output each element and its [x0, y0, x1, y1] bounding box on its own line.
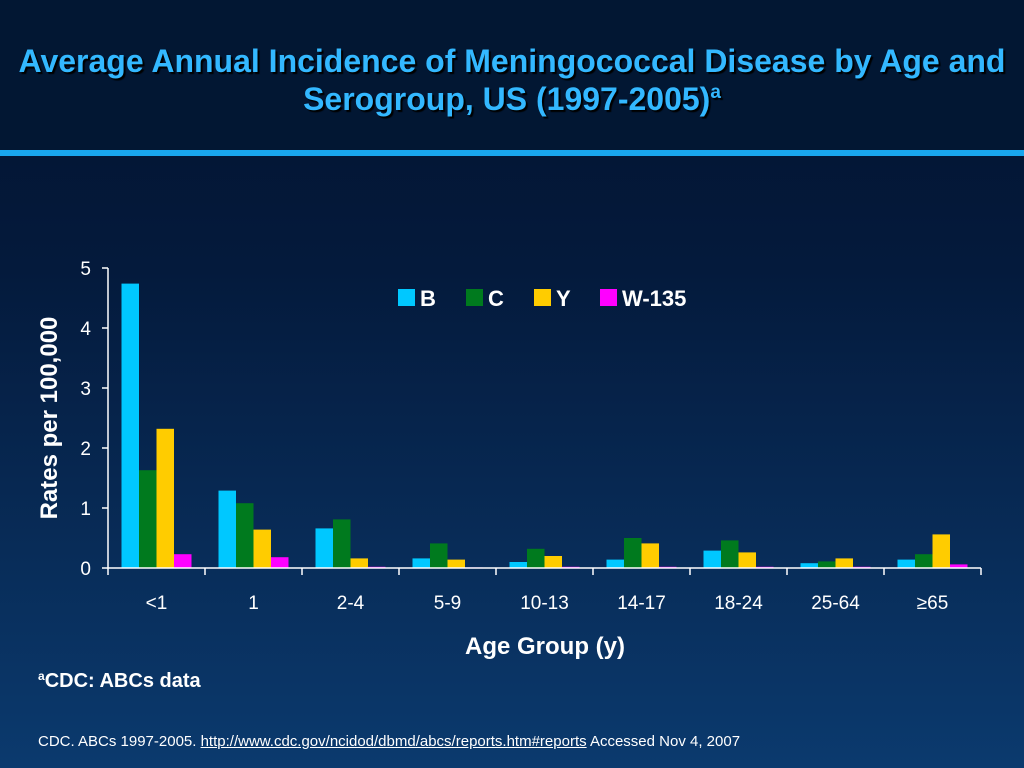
legend-swatch — [398, 289, 415, 306]
bar-c-7 — [818, 561, 836, 568]
bar-b-6 — [703, 550, 721, 568]
bar-b-1 — [218, 490, 236, 568]
citation-prefix: CDC. ABCs 1997-2005. — [38, 733, 201, 750]
bar-y-7 — [835, 558, 853, 568]
x-axis-label: Age Group (y) — [465, 633, 625, 660]
bar-b-8 — [897, 559, 915, 568]
bar-c-4 — [527, 548, 545, 568]
legend-swatch — [600, 289, 617, 306]
title-band — [0, 0, 1024, 152]
bar-y-1 — [253, 529, 271, 568]
bar-b-3 — [412, 558, 430, 568]
legend-swatch — [534, 289, 551, 306]
legend-item-b: B — [398, 286, 436, 311]
x-tick-label: 25-64 — [811, 593, 860, 614]
bar-c-2 — [333, 519, 351, 568]
y-tick-label: 5 — [80, 259, 91, 280]
legend-label: W-135 — [622, 286, 686, 311]
chart-legend: B C Y W-135 — [398, 286, 686, 311]
bar-b-4 — [509, 562, 527, 568]
bar-w-135-8 — [950, 564, 968, 568]
y-tick-label: 1 — [80, 499, 91, 520]
y-tick-label: 2 — [80, 439, 91, 460]
bar-b-7 — [800, 563, 818, 568]
bar-w-135-1 — [271, 557, 289, 568]
bar-y-2 — [350, 558, 368, 568]
title-superscript: a — [710, 82, 721, 103]
bar-c-3 — [430, 543, 448, 568]
legend-item-w-135: W-135 — [600, 286, 686, 311]
x-tick-label: 14-17 — [617, 593, 666, 614]
legend-item-y: Y — [534, 286, 571, 311]
bar-y-0 — [156, 428, 174, 568]
title-divider — [0, 150, 1024, 156]
x-tick-label: ≥65 — [917, 593, 949, 614]
bar-b-0 — [121, 283, 139, 568]
x-tick-label: 1 — [248, 593, 259, 614]
bar-y-3 — [447, 559, 465, 568]
bar-y-5 — [641, 543, 659, 568]
y-tick-label: 4 — [80, 319, 91, 340]
bar-b-5 — [606, 559, 624, 568]
legend-label: C — [488, 286, 504, 311]
x-tick-label: <1 — [146, 593, 168, 614]
footnote-text: CDC: ABCs data — [44, 670, 201, 692]
bar-w-135-0 — [174, 554, 192, 568]
x-tick-label: 5-9 — [434, 593, 461, 614]
bar-b-2 — [315, 528, 333, 568]
bar-c-8 — [915, 554, 933, 568]
slide-title: Average Annual Incidence of Meningococca… — [0, 42, 1024, 118]
bar-y-6 — [738, 552, 756, 568]
bar-y-8 — [932, 534, 950, 568]
bar-c-0 — [139, 470, 157, 568]
legend-swatch — [466, 289, 483, 306]
y-tick-label: 0 — [80, 559, 91, 580]
chart-axes: 0 1 2 3 4 5 <1 1 2-4 5-9 10-13 14-17 18-24 25-64 ≥65 — [80, 259, 982, 614]
x-tick-label: 2-4 — [337, 593, 365, 614]
citation-link[interactable]: http://www.cdc.gov/ncidod/dbmd/abcs/repo… — [200, 733, 587, 750]
x-tick-label: 10-13 — [520, 593, 569, 614]
footnote-marker: a — [38, 669, 45, 683]
slide-title-text: Average Annual Incidence of Meningococca… — [18, 43, 1006, 117]
legend-label: B — [420, 286, 436, 311]
x-tick-label: 18-24 — [714, 593, 763, 614]
citation: CDC. ABCs 1997-2005. http://www.cdc.gov/… — [38, 733, 740, 750]
y-axis-label: Rates per 100,000 — [36, 317, 63, 520]
chart-bars — [121, 283, 968, 568]
bar-c-6 — [721, 540, 739, 568]
citation-suffix: Accessed Nov 4, 2007 — [586, 733, 741, 750]
bar-y-4 — [544, 556, 562, 568]
legend-item-c: C — [466, 286, 504, 311]
y-tick-label: 3 — [80, 379, 91, 400]
legend-label: Y — [556, 286, 571, 311]
bar-c-1 — [236, 503, 254, 568]
footnote: aCDC: ABCs data — [38, 670, 201, 693]
bar-c-5 — [624, 538, 642, 568]
